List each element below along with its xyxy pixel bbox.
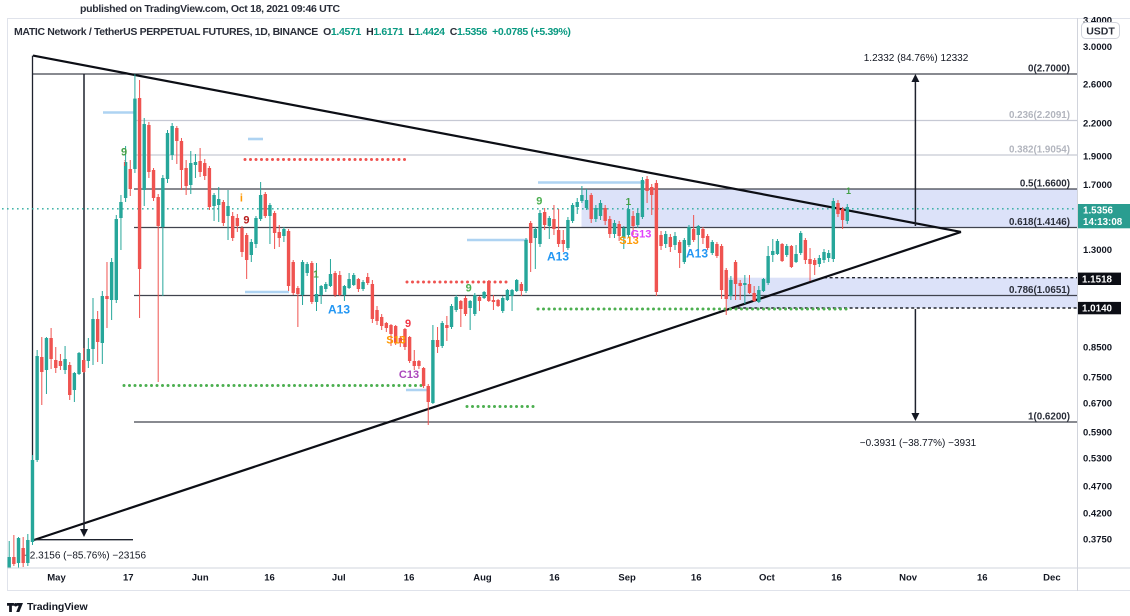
svg-text:A13: A13 (328, 303, 350, 317)
svg-text:i: i (240, 193, 243, 205)
svg-text:16: 16 (977, 573, 988, 584)
svg-text:0.7500: 0.7500 (1083, 373, 1112, 384)
svg-text:2.6000: 2.6000 (1083, 80, 1112, 91)
svg-text:0.5300: 0.5300 (1083, 454, 1112, 465)
svg-text:Aug: Aug (473, 573, 492, 584)
svg-text:9: 9 (121, 147, 127, 159)
svg-text:A13: A13 (547, 250, 569, 264)
svg-text:0.618(1.4146): 0.618(1.4146) (1009, 217, 1070, 228)
svg-text:Nov: Nov (899, 573, 918, 584)
svg-text:1.1518: 1.1518 (1082, 274, 1113, 285)
svg-text:0.3750: 0.3750 (1083, 535, 1112, 546)
svg-text:0.6700: 0.6700 (1083, 399, 1112, 410)
svg-text:1: 1 (626, 197, 632, 208)
svg-text:9: 9 (466, 283, 472, 295)
svg-text:0.5900: 0.5900 (1083, 428, 1112, 439)
svg-text:1: 1 (846, 186, 851, 196)
svg-text:Jul: Jul (332, 573, 346, 584)
svg-text:0.5(1.6600): 0.5(1.6600) (1020, 179, 1070, 190)
svg-text:1: 1 (313, 270, 319, 281)
svg-text:2.2000: 2.2000 (1083, 119, 1112, 130)
svg-text:3.4000: 3.4000 (1083, 16, 1112, 27)
svg-text:1.5356: 1.5356 (1083, 206, 1114, 217)
svg-text:9: 9 (405, 318, 411, 330)
svg-text:9: 9 (536, 196, 542, 208)
svg-text:Jun: Jun (192, 573, 209, 584)
svg-text:S13: S13 (386, 335, 406, 347)
svg-text:Sep: Sep (618, 573, 636, 584)
svg-text:C13: C13 (399, 369, 419, 381)
svg-text:0.4200: 0.4200 (1083, 509, 1112, 520)
svg-text:3.0000: 3.0000 (1083, 42, 1112, 53)
svg-text:1(0.6200): 1(0.6200) (1028, 412, 1070, 423)
svg-text:14:13:08: 14:13:08 (1083, 217, 1123, 228)
svg-text:0.8500: 0.8500 (1083, 343, 1112, 354)
svg-text:1.9000: 1.9000 (1083, 152, 1112, 163)
svg-text:i: i (124, 161, 126, 168)
svg-text:16: 16 (691, 573, 702, 584)
svg-text:0.382(1.9054): 0.382(1.9054) (1009, 145, 1070, 156)
svg-text:−0.3931 (−38.77%) −3931: −0.3931 (−38.77%) −3931 (860, 438, 977, 449)
svg-text:A13: A13 (686, 247, 708, 261)
svg-text:Dec: Dec (1043, 573, 1060, 584)
svg-text:1.3000: 1.3000 (1083, 245, 1112, 256)
svg-text:0.236(2.2091): 0.236(2.2091) (1009, 110, 1070, 121)
svg-text:17: 17 (123, 573, 134, 584)
svg-text:9: 9 (243, 215, 249, 227)
svg-text:16: 16 (549, 573, 560, 584)
svg-text:G13: G13 (631, 229, 652, 241)
svg-text:16: 16 (831, 573, 842, 584)
svg-text:16: 16 (404, 573, 415, 584)
svg-text:May: May (47, 573, 66, 584)
svg-text:1.0140: 1.0140 (1082, 304, 1113, 315)
svg-text:−2.3156 (−85.76%) −23156: −2.3156 (−85.76%) −23156 (24, 551, 146, 562)
svg-text:0(2.7000): 0(2.7000) (1028, 64, 1070, 75)
svg-text:Oct: Oct (759, 573, 776, 584)
svg-text:0.4700: 0.4700 (1083, 482, 1112, 493)
svg-text:USDT: USDT (1086, 26, 1115, 38)
svg-text:S13: S13 (619, 235, 639, 247)
svg-text:1.2332 (84.76%) 12332: 1.2332 (84.76%) 12332 (864, 53, 969, 64)
svg-text:1.7000: 1.7000 (1083, 180, 1112, 191)
svg-text:0.786(1.0651): 0.786(1.0651) (1009, 285, 1070, 296)
svg-text:16: 16 (264, 573, 275, 584)
